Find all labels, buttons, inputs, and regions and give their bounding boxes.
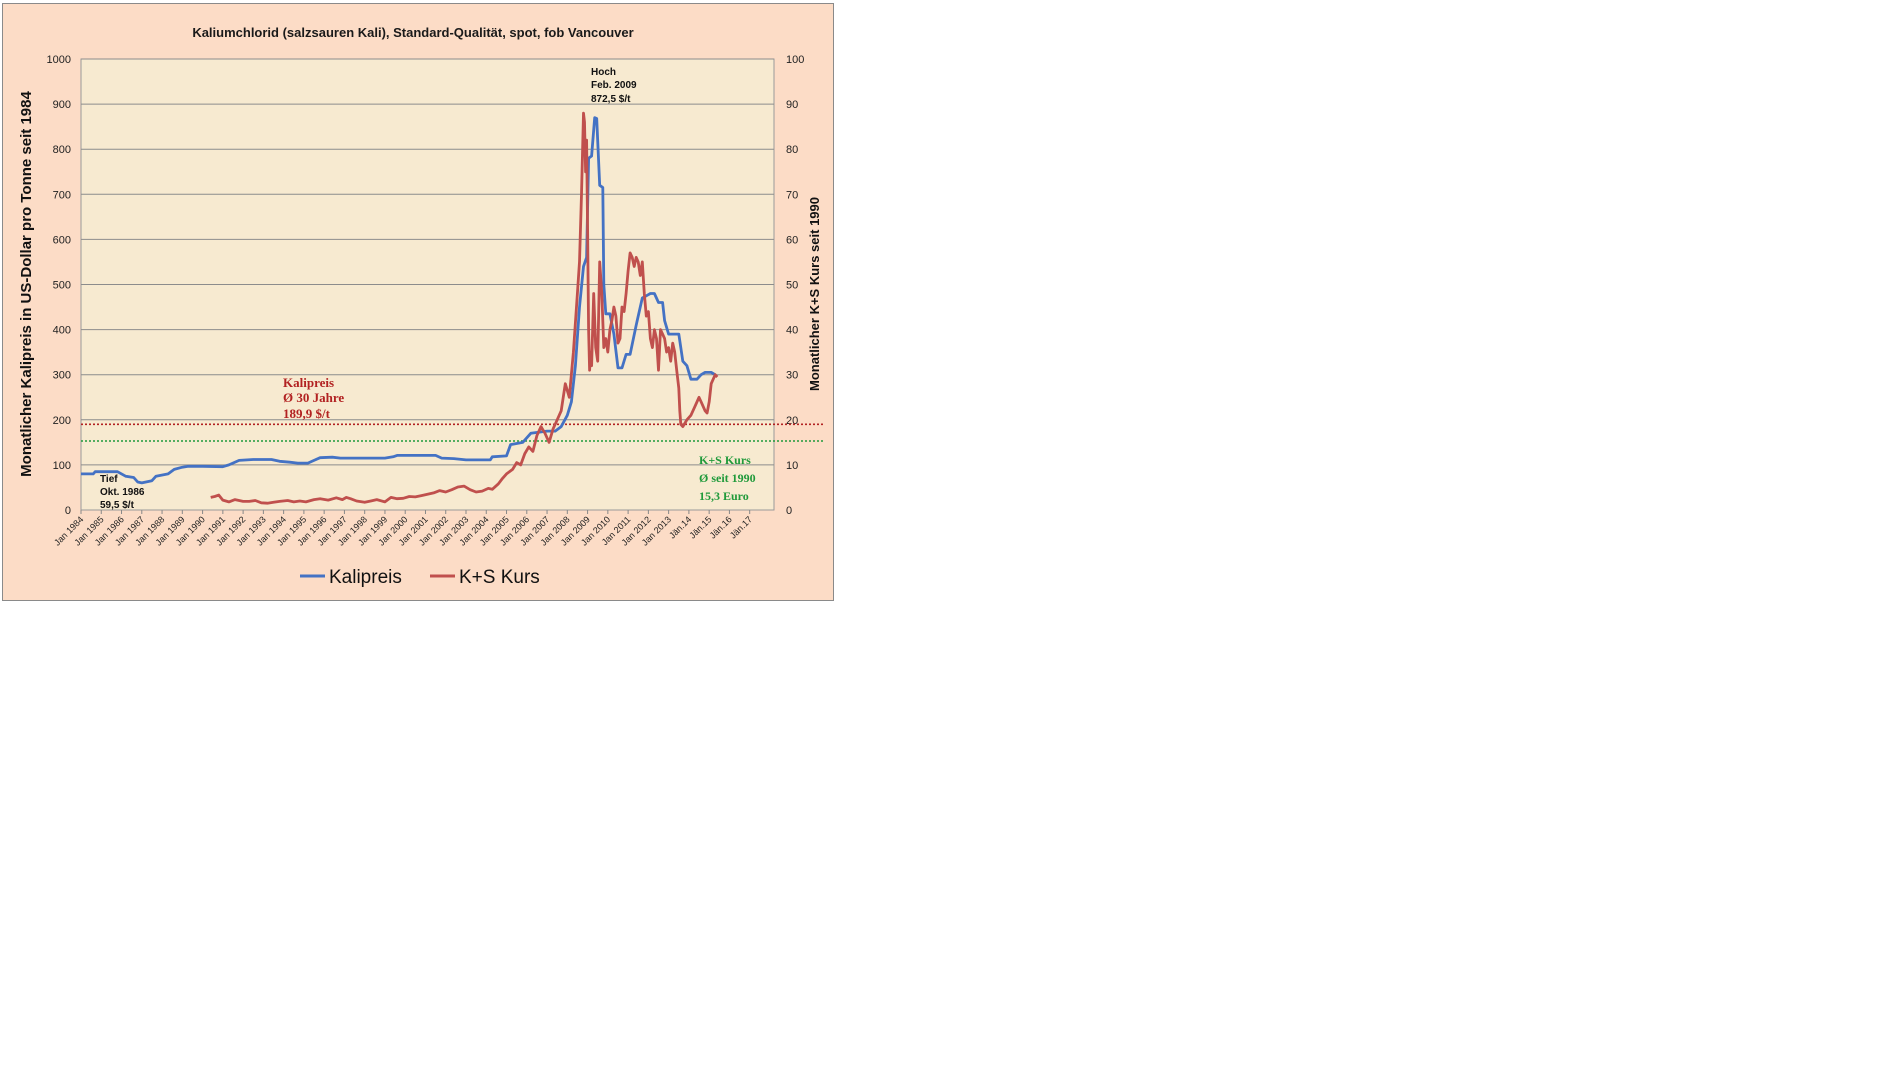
series-line-ks-kurs — [210, 111, 719, 505]
y2-tick-label: 30 — [786, 370, 798, 382]
series-layer — [81, 111, 719, 505]
y2-tick-label: 0 — [786, 505, 792, 517]
y-tick-label: 500 — [53, 280, 71, 292]
y-tick-label: 100 — [53, 460, 71, 472]
y-tick-label: 300 — [53, 370, 71, 382]
x-tick-label: Jän.17 — [728, 514, 754, 540]
annotation-kalipreis-line1: Kalipreis — [283, 375, 334, 390]
annotation-tief-line2: Okt. 1986 — [100, 487, 145, 498]
y2-tick-label: 10 — [786, 460, 798, 472]
y2-tick-label: 70 — [786, 189, 798, 201]
annotation-hoch-line1: Hoch — [591, 67, 616, 78]
y2-tick-label: 60 — [786, 234, 798, 246]
y2-tick-label: 90 — [786, 99, 798, 111]
y2-tick-label: 20 — [786, 415, 798, 427]
y-tick-label: 600 — [53, 234, 71, 246]
annotation-tief: Tief Okt. 1986 59,5 $/t — [100, 474, 145, 511]
annotation-hoch: Hoch Feb. 2009 872,5 $/t — [591, 67, 637, 105]
chart-frame: Kaliumchlorid (salzsauren Kali), Standar… — [2, 3, 834, 601]
legend: Kalipreis K+S Kurs — [300, 567, 540, 588]
y-tick-label: 800 — [53, 144, 71, 156]
annotation-kalipreis-line3: 189,9 $/t — [283, 406, 331, 421]
y-tick-labels: 0 100 200 300 400 500 600 700 800 900 1000 — [47, 54, 71, 517]
annotation-kalipreis-average: Kalipreis Ø 30 Jahre 189,9 $/t — [283, 375, 344, 421]
y-tick-label: 1000 — [47, 54, 71, 66]
legend-label-ks-kurs: K+S Kurs — [459, 567, 540, 588]
y2-tick-label: 100 — [786, 54, 804, 66]
annotation-hoch-line3: 872,5 $/t — [591, 94, 631, 105]
y-tick-label: 900 — [53, 99, 71, 111]
y2-tick-label: 80 — [786, 144, 798, 156]
y2-tick-label: 50 — [786, 280, 798, 292]
y-tick-label: 400 — [53, 325, 71, 337]
annotation-ks-line1: K+S Kurs — [699, 453, 751, 467]
y-tick-label: 700 — [53, 189, 71, 201]
annotation-tief-line3: 59,5 $/t — [100, 500, 135, 511]
y-tick-label: 0 — [65, 505, 71, 517]
annotation-tief-line1: Tief — [100, 474, 118, 485]
y2-tick-label: 40 — [786, 325, 798, 337]
y-axis-label: Monatlicher Kalipreis in US-Dollar pro T… — [18, 91, 35, 477]
y-tick-label: 200 — [53, 415, 71, 427]
annotation-kalipreis-line2: Ø 30 Jahre — [283, 390, 344, 405]
y2-tick-labels: 0 10 20 30 40 50 60 70 80 90 100 — [786, 54, 804, 517]
legend-label-kalipreis: Kalipreis — [329, 567, 402, 588]
annotation-ks-average: K+S Kurs Ø seit 1990 15,3 Euro — [699, 453, 756, 503]
y2-axis-label: Monatlicher K+S Kurs seit 1990 — [807, 197, 822, 391]
annotation-hoch-line2: Feb. 2009 — [591, 80, 637, 91]
annotation-ks-line3: 15,3 Euro — [699, 489, 749, 503]
chart-title: Kaliumchlorid (salzsauren Kali), Standar… — [192, 25, 633, 40]
annotation-ks-line2: Ø seit 1990 — [699, 471, 756, 485]
chart-svg: Kaliumchlorid (salzsauren Kali), Standar… — [18, 25, 823, 588]
